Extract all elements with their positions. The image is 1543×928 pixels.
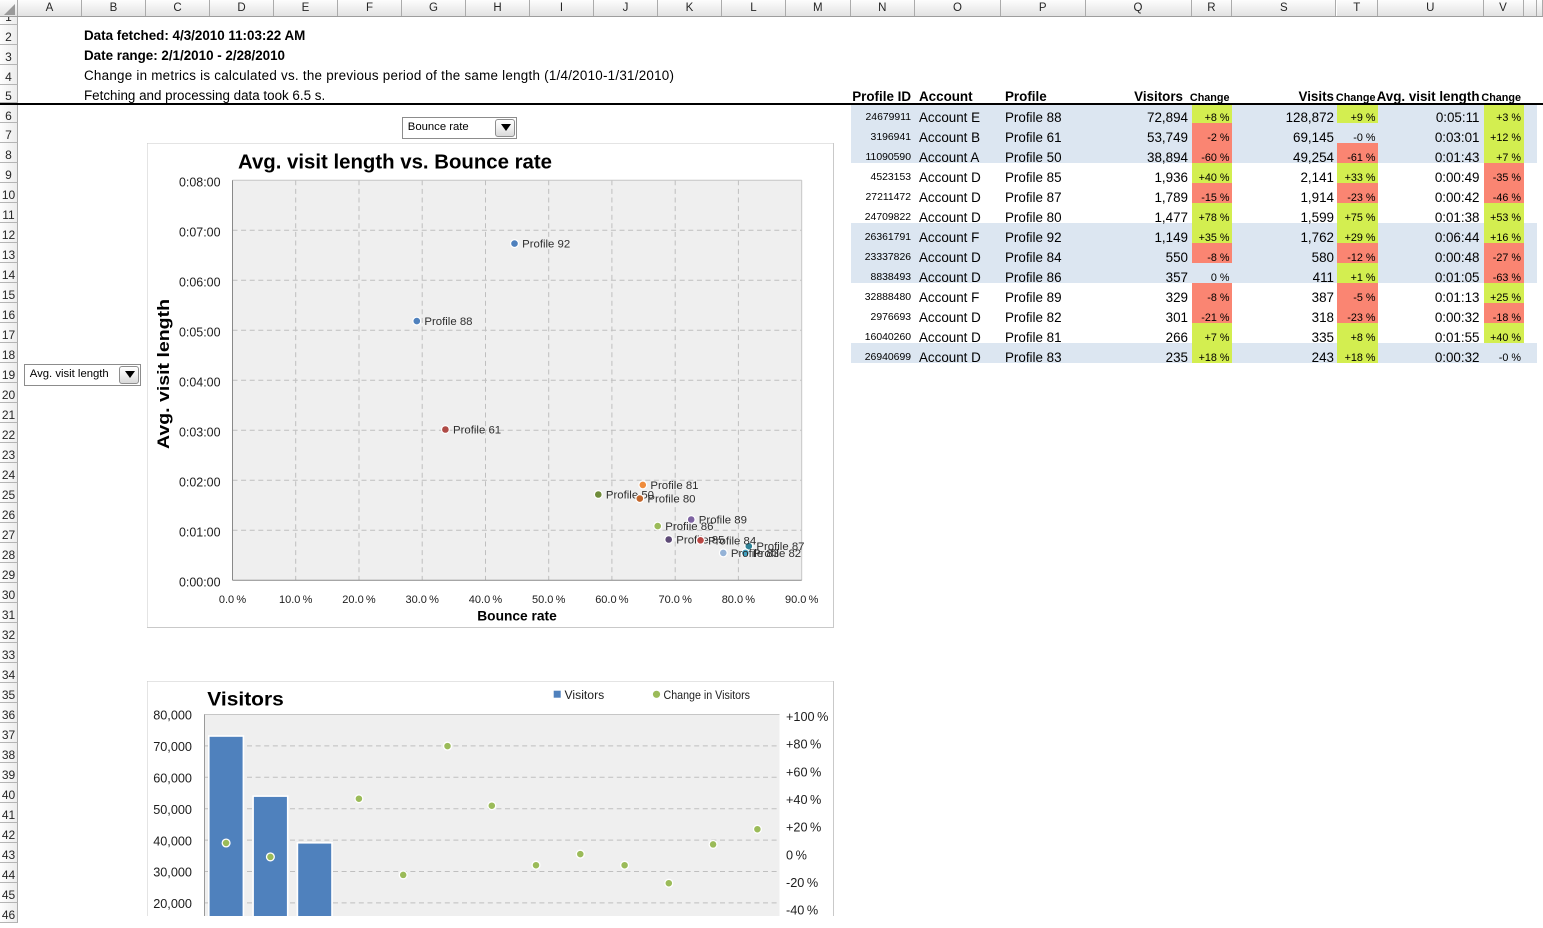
svg-text:50,000: 50,000: [153, 803, 192, 817]
svg-text:70.0 %: 70.0 %: [658, 594, 692, 606]
svg-text:60.0 %: 60.0 %: [595, 594, 629, 606]
svg-text:Profile 92: Profile 92: [522, 239, 570, 251]
svg-text:+40 %: +40 %: [786, 793, 821, 807]
svg-text:Avg. visit length vs. Bounce r: Avg. visit length vs. Bounce rate: [238, 152, 552, 174]
svg-text:80.0 %: 80.0 %: [721, 594, 755, 606]
svg-text:40.0 %: 40.0 %: [468, 594, 502, 606]
svg-text:20,000: 20,000: [153, 897, 192, 911]
svg-text:Profile 89: Profile 89: [698, 515, 746, 527]
svg-text:Change in Visitors: Change in Visitors: [663, 688, 750, 702]
svg-text:Profile 87: Profile 87: [756, 541, 804, 553]
svg-text:Profile 82: Profile 82: [753, 548, 801, 560]
svg-text:30,000: 30,000: [153, 866, 192, 880]
svg-text:0:06:00: 0:06:00: [179, 276, 221, 290]
svg-text:90.0 %: 90.0 %: [784, 594, 818, 606]
svg-text:+20 %: +20 %: [786, 821, 821, 835]
svg-text:Visitors: Visitors: [564, 688, 604, 702]
svg-text:+100 %: +100 %: [786, 710, 828, 724]
svg-text:0.0 %: 0.0 %: [218, 594, 245, 606]
svg-text:Profile 61: Profile 61: [453, 425, 501, 437]
svg-text:0:03:00: 0:03:00: [179, 426, 221, 440]
svg-text:-20 %: -20 %: [786, 876, 818, 890]
svg-text:Profile 84: Profile 84: [708, 535, 756, 547]
svg-text:30.0 %: 30.0 %: [405, 594, 439, 606]
svg-text:60,000: 60,000: [153, 772, 192, 786]
svg-text:50.0 %: 50.0 %: [531, 594, 565, 606]
svg-text:40,000: 40,000: [153, 834, 192, 848]
svg-text:Profile 83: Profile 83: [730, 548, 778, 560]
svg-text:0:02:00: 0:02:00: [179, 476, 221, 490]
svg-text:Visitors: Visitors: [207, 688, 284, 710]
svg-text:0:00:00: 0:00:00: [179, 576, 221, 590]
svg-text:Avg. visit length: Avg. visit length: [153, 299, 172, 449]
svg-text:0:04:00: 0:04:00: [179, 376, 221, 390]
svg-text:Profile 86: Profile 86: [665, 521, 713, 533]
svg-text:10.0 %: 10.0 %: [278, 594, 312, 606]
svg-text:+80 %: +80 %: [786, 738, 821, 752]
svg-text:20.0 %: 20.0 %: [342, 594, 376, 606]
svg-text:-40 %: -40 %: [786, 904, 818, 916]
svg-text:Profile 88: Profile 88: [424, 316, 472, 328]
svg-text:Bounce rate: Bounce rate: [477, 608, 557, 624]
svg-text:0:07:00: 0:07:00: [179, 226, 221, 240]
svg-text:0:05:00: 0:05:00: [179, 326, 221, 340]
svg-text:80,000: 80,000: [153, 709, 192, 723]
svg-text:70,000: 70,000: [153, 740, 192, 754]
svg-text:0 %: 0 %: [786, 848, 807, 862]
svg-text:Profile 80: Profile 80: [647, 494, 695, 506]
svg-text:0:08:00: 0:08:00: [179, 176, 221, 190]
svg-text:+60 %: +60 %: [786, 765, 821, 779]
svg-text:Profile 81: Profile 81: [650, 480, 698, 492]
svg-text:0:01:00: 0:01:00: [179, 526, 221, 540]
